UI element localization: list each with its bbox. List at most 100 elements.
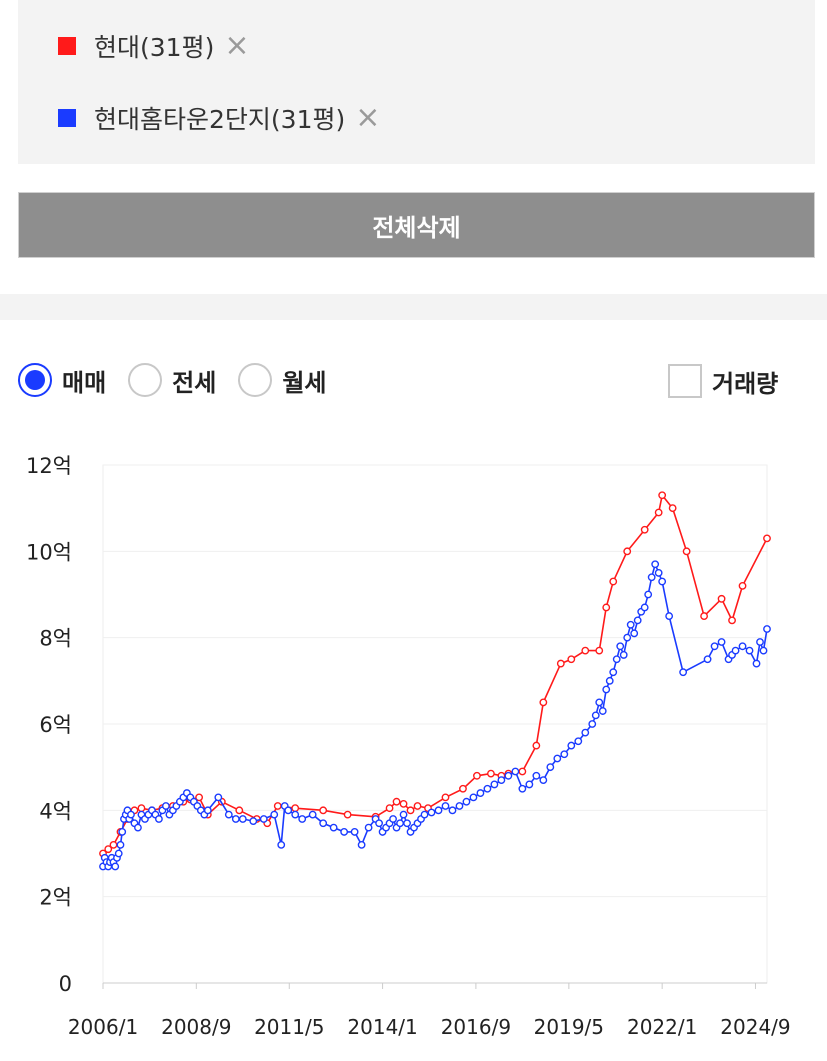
data-point — [403, 819, 411, 828]
deal-type-selector: 매매 전세 월세 — [18, 360, 349, 400]
data-point — [654, 569, 663, 577]
data-point — [109, 840, 118, 849]
data-point — [658, 491, 667, 500]
data-point — [532, 741, 541, 750]
y-tick-label: 2억 — [39, 886, 72, 910]
data-point — [155, 815, 163, 823]
data-point — [647, 573, 656, 582]
radio-jeonse[interactable]: 전세 — [128, 363, 216, 398]
data-point — [595, 646, 604, 655]
data-point — [640, 525, 649, 534]
data-point — [745, 646, 754, 655]
x-tick-label: 2008/9 — [161, 1015, 231, 1039]
data-point — [385, 804, 394, 813]
data-point — [455, 802, 464, 810]
legend-item-hyundai-hometown: 현대홈타운2단지(31평) × — [58, 98, 380, 138]
close-icon[interactable]: × — [224, 28, 250, 63]
data-point — [116, 840, 125, 849]
data-point — [476, 789, 485, 797]
volume-toggle[interactable]: 거래량 — [668, 362, 778, 400]
data-point — [459, 784, 467, 793]
data-point — [357, 840, 366, 849]
data-point — [350, 828, 359, 836]
data-point — [595, 698, 604, 707]
data-point — [203, 806, 212, 815]
data-point — [137, 804, 146, 813]
y-tick-label: 0 — [59, 972, 72, 996]
data-point — [420, 810, 429, 819]
price-trend-chart: 0 2억 4억 6억 8억 10억 12억 2006/1 2008/9 2011/5 2014/1 2… — [26, 454, 791, 1039]
data-point — [752, 659, 761, 668]
data-point — [710, 642, 719, 651]
data-point — [556, 659, 565, 668]
data-point — [114, 849, 123, 858]
data-point — [728, 616, 736, 625]
data-point — [497, 776, 506, 785]
x-tick-label: 2024/9 — [720, 1015, 790, 1039]
data-point — [291, 804, 300, 813]
data-point — [462, 797, 471, 806]
legend-item-hyundai: 현대(31평) × — [58, 26, 249, 66]
data-point — [441, 802, 450, 810]
data-point — [567, 655, 576, 664]
section-divider — [0, 294, 827, 320]
data-point — [441, 793, 450, 802]
data-point — [291, 810, 300, 819]
data-point — [546, 763, 555, 772]
data-point — [104, 845, 113, 854]
data-point — [619, 651, 628, 659]
x-tick-label: 2016/9 — [441, 1015, 511, 1039]
data-point — [473, 771, 481, 780]
data-point — [630, 629, 639, 638]
data-point — [682, 547, 691, 556]
data-point — [396, 819, 404, 828]
data-point — [553, 754, 562, 763]
data-point — [340, 828, 349, 836]
data-point — [413, 802, 422, 810]
data-point — [259, 815, 268, 823]
radio-sale[interactable]: 매매 — [18, 363, 106, 398]
data-point — [612, 655, 621, 664]
data-point — [195, 793, 204, 802]
radio-label: 전세 — [172, 368, 217, 397]
data-point — [581, 728, 590, 737]
data-point — [609, 577, 618, 586]
data-point — [518, 767, 527, 776]
data-point — [231, 815, 240, 823]
data-point — [626, 620, 635, 629]
data-point — [490, 780, 499, 789]
data-point — [679, 668, 688, 677]
radio-monthly-rent[interactable]: 월세 — [238, 363, 327, 398]
data-point — [375, 819, 383, 828]
data-point — [118, 828, 127, 836]
data-point — [588, 720, 597, 728]
radio-checked-icon[interactable] — [18, 363, 52, 397]
data-point — [763, 625, 771, 633]
data-point — [665, 612, 674, 620]
data-point — [700, 612, 708, 620]
data-point — [343, 810, 352, 819]
radio-unchecked-icon[interactable] — [128, 363, 163, 397]
data-point — [759, 646, 768, 655]
data-point — [539, 776, 548, 785]
data-point — [277, 840, 286, 849]
checkbox-icon[interactable] — [668, 364, 702, 398]
data-point — [644, 590, 653, 599]
legend-item-label: 현대(31평) — [94, 33, 215, 62]
clear-all-button[interactable]: 전체삭제 — [18, 192, 815, 258]
volume-toggle-label: 거래량 — [712, 369, 779, 398]
data-point — [567, 741, 576, 750]
data-point — [308, 810, 317, 819]
data-point — [560, 750, 569, 759]
data-point — [214, 793, 223, 802]
data-point — [539, 698, 548, 707]
data-point — [602, 685, 611, 694]
close-icon[interactable]: × — [355, 100, 381, 135]
radio-unchecked-icon[interactable] — [238, 363, 273, 397]
data-point — [525, 780, 534, 789]
data-point — [640, 603, 649, 612]
radio-label: 매매 — [62, 368, 107, 397]
data-point — [364, 823, 373, 832]
data-point — [703, 655, 712, 664]
x-tick-label: 2006/1 — [68, 1015, 138, 1039]
